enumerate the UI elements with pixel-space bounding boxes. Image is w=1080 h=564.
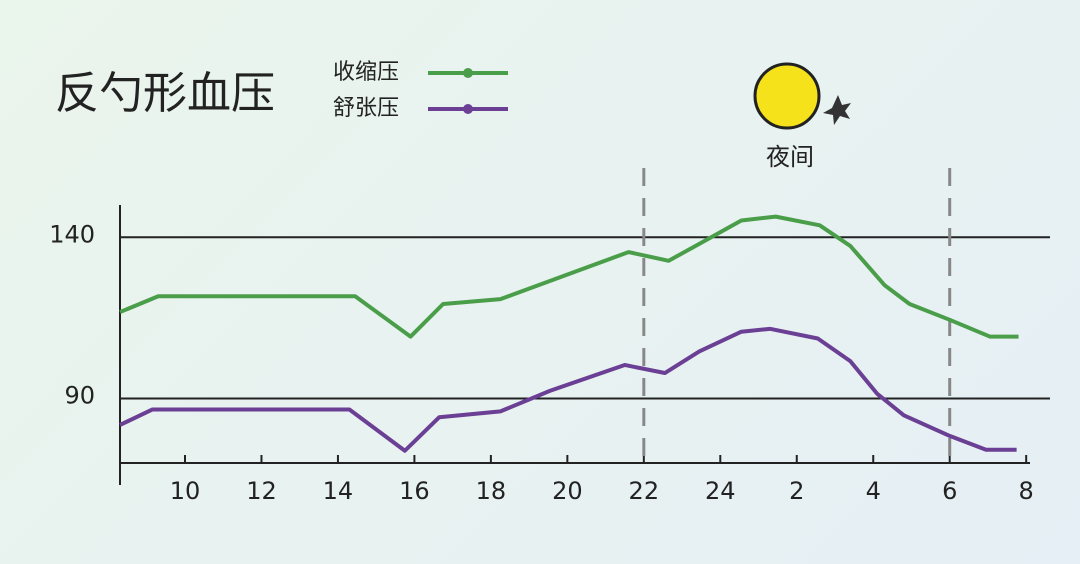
x-tick-label: 10 bbox=[170, 477, 201, 505]
series-line bbox=[119, 214, 1019, 339]
series-line bbox=[119, 326, 1017, 453]
y-tick-label: 140 bbox=[49, 220, 95, 248]
legend-label: 舒张压 bbox=[333, 96, 399, 121]
x-tick-label: 6 bbox=[942, 477, 957, 505]
legend-dot bbox=[463, 104, 473, 114]
sun-icon bbox=[753, 62, 821, 130]
x-tick-label: 12 bbox=[246, 477, 277, 505]
x-tick-label: 24 bbox=[705, 477, 736, 505]
x-tick-label: 18 bbox=[476, 477, 507, 505]
annotation: 夜间 bbox=[766, 143, 814, 171]
y-tick-label: 90 bbox=[64, 382, 95, 410]
legend-dot bbox=[463, 68, 473, 78]
chart-title: 反勺形血压 bbox=[55, 68, 275, 119]
x-tick-label: 16 bbox=[399, 477, 430, 505]
x-tick-label: 2 bbox=[789, 477, 804, 505]
x-tick-label: 22 bbox=[629, 477, 660, 505]
legend-label: 收缩压 bbox=[333, 60, 399, 85]
x-tick-label: 14 bbox=[323, 477, 354, 505]
star-icon bbox=[823, 95, 851, 125]
x-tick-label: 4 bbox=[866, 477, 881, 505]
x-tick-label: 20 bbox=[552, 477, 583, 505]
x-tick-label: 8 bbox=[1019, 477, 1034, 505]
